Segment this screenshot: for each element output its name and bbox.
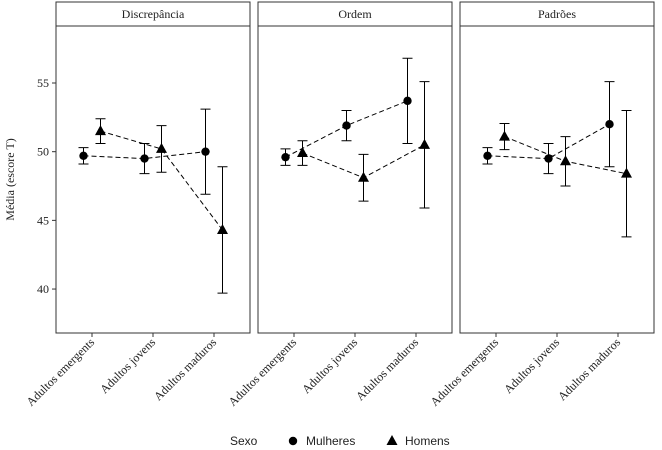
panel-title: Ordem — [338, 7, 372, 21]
legend-item: Homens — [386, 434, 450, 448]
circle-marker — [342, 121, 351, 130]
panel-title: Discrepância — [122, 7, 185, 21]
legend-symbol — [386, 435, 398, 445]
x-tick-label: Adultos emergents — [24, 335, 98, 409]
legend-title: Sexo — [230, 434, 258, 448]
circle-marker — [79, 151, 88, 161]
panel — [459, 25, 655, 334]
x-tick-label: Adultos jovens — [501, 335, 562, 396]
y-tick-label: 50 — [37, 145, 49, 159]
panel-title: Padrões — [538, 7, 576, 21]
triangle-marker — [499, 130, 510, 141]
legend: Sexo Mulheres Homens — [230, 434, 450, 448]
triangle-marker — [358, 171, 369, 182]
triangle-marker — [560, 155, 571, 166]
x-tick-label: Adultos maduros — [555, 335, 623, 403]
panel — [257, 25, 453, 334]
circle-marker — [281, 152, 290, 162]
legend-item: Mulheres — [288, 434, 355, 448]
triangle-marker — [95, 125, 106, 136]
x-tick-label: Adultos maduros — [353, 335, 421, 403]
legend-label: Homens — [405, 434, 450, 448]
strip — [55, 1, 251, 27]
circle-marker — [201, 147, 210, 156]
legend-label: Mulheres — [306, 434, 355, 448]
triangle-marker — [217, 223, 228, 234]
triangle-marker — [621, 167, 632, 178]
series-line — [83, 151, 206, 160]
y-tick-label: 45 — [37, 213, 49, 227]
triangle-marker — [419, 138, 430, 149]
series-line — [100, 130, 223, 231]
panel — [55, 25, 251, 334]
series-line — [487, 123, 610, 160]
x-tick-label: Adultos emergents — [428, 335, 502, 409]
y-tick-label: 40 — [37, 282, 49, 296]
circle-marker — [140, 154, 149, 163]
triangle-marker — [297, 147, 308, 158]
strip — [257, 1, 453, 27]
circle-marker — [403, 96, 412, 106]
circle-marker — [605, 120, 614, 129]
triangle-marker — [156, 142, 167, 153]
y-axis-label: Média (escore T) — [3, 138, 17, 220]
circle-marker — [483, 151, 492, 161]
x-tick-label: Adultos jovens — [299, 335, 360, 396]
x-tick-label: Adultos jovens — [97, 335, 158, 396]
circle-marker — [544, 154, 553, 163]
x-tick-label: Adultos emergents — [226, 335, 300, 409]
y-tick-label: 55 — [37, 76, 49, 90]
x-tick-label: Adultos maduros — [151, 335, 219, 403]
legend-symbol — [288, 436, 298, 446]
strip — [459, 1, 655, 27]
